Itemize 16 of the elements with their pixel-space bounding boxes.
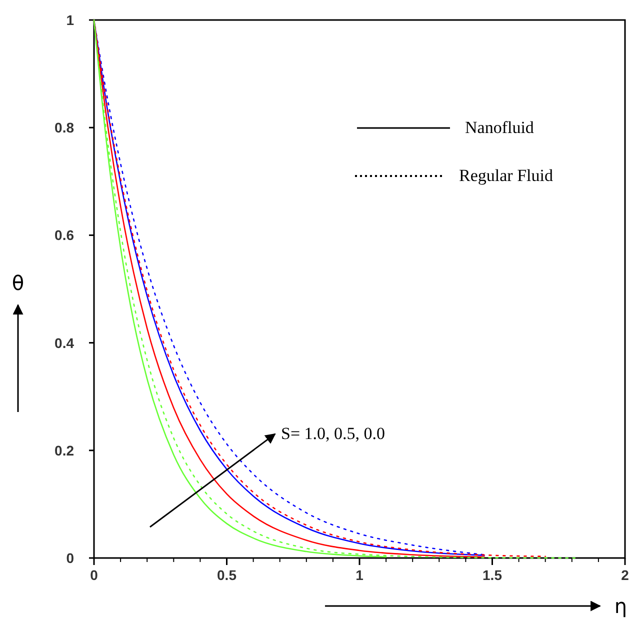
annotation: Regular Fluid <box>459 166 554 185</box>
annotation: S= 1.0, 0.5, 0.0 <box>281 424 386 443</box>
y-tick-label: 1 <box>66 12 74 28</box>
x-tick-label: 0.5 <box>217 567 237 583</box>
x-tick-label: 1.5 <box>482 567 502 583</box>
x-tick-label: 2 <box>621 567 630 583</box>
x-axis-title: η <box>614 594 627 618</box>
x-tick-label: 0 <box>90 567 98 583</box>
y-tick-label: 0.8 <box>54 120 74 136</box>
y-tick-label: 0.6 <box>54 227 74 244</box>
annotation: Nanofluid <box>465 118 534 137</box>
y-tick-label: 0.2 <box>54 442 74 458</box>
y-axis-title: θ <box>12 271 24 295</box>
y-tick-label: 0 <box>66 550 74 566</box>
x-tick-label: 1 <box>356 567 364 583</box>
y-tick-label: 0.4 <box>54 334 74 351</box>
